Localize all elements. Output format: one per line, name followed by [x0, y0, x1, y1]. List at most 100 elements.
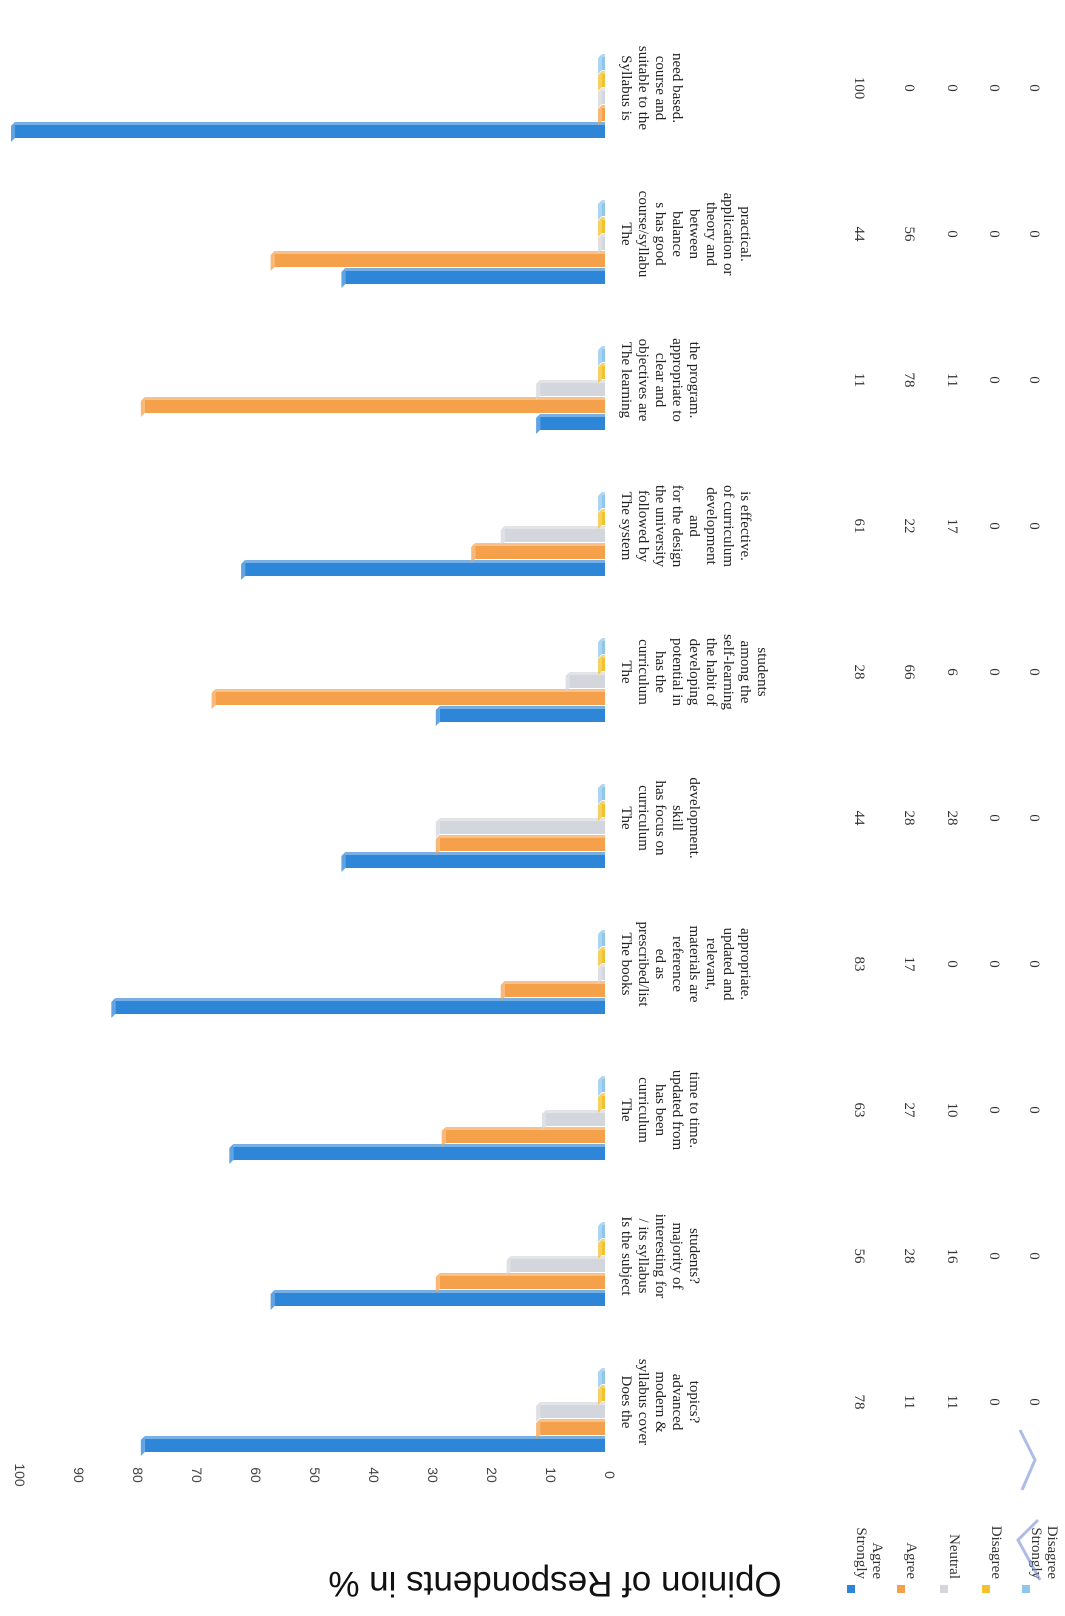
- bar: [598, 363, 605, 383]
- y-tick-label: 60: [248, 1467, 264, 1483]
- table-value: 11: [901, 1395, 917, 1409]
- y-tick-label: 40: [366, 1467, 382, 1483]
- table-value: 44: [851, 811, 867, 827]
- y-tick-label: 10: [543, 1467, 559, 1483]
- category-label: Thecurriculumhas beenupdated fromtime to…: [618, 1070, 702, 1151]
- y-tick-label: 50: [307, 1467, 323, 1483]
- bar: [270, 1290, 605, 1310]
- bar: [435, 835, 605, 855]
- table-value: 63: [851, 1103, 867, 1118]
- bar: [598, 54, 605, 74]
- table-value: 0: [986, 668, 1002, 676]
- table-value: 0: [986, 1252, 1002, 1260]
- bar: [565, 672, 605, 692]
- table-value: 0: [1026, 522, 1042, 530]
- legend: StronglyAgree Agree Neutral Disagree Strongl…: [847, 1526, 1060, 1593]
- table-value: 0: [986, 522, 1002, 530]
- category-label: Thecourse/syllabus has goodbalancebetwee…: [618, 191, 753, 278]
- y-tick-label: 0: [602, 1471, 618, 1479]
- table-value: 0: [1026, 230, 1042, 238]
- bar: [598, 88, 605, 108]
- legend-item: StronglyAgree: [847, 1527, 885, 1593]
- bar: [598, 1385, 605, 1405]
- table-value: 27: [901, 1103, 917, 1119]
- bar: [598, 492, 605, 512]
- bar: [536, 1402, 605, 1422]
- bar: [435, 1273, 605, 1293]
- table-value: 83: [851, 957, 867, 972]
- table-value: 0: [986, 1398, 1002, 1406]
- bar: [598, 1093, 605, 1113]
- table-value: 0: [986, 376, 1002, 384]
- table-value: 0: [986, 84, 1002, 92]
- legend-item: Neutral: [940, 1534, 962, 1593]
- bar: [435, 706, 605, 726]
- table-value: 100: [851, 77, 867, 100]
- table-value: 78: [851, 1395, 867, 1410]
- table-value: 0: [1026, 1106, 1042, 1114]
- y-tick-label: 20: [484, 1467, 500, 1483]
- table-value: 11: [851, 373, 867, 387]
- bar: [598, 1222, 605, 1242]
- y-axis-label: Opinion of Respondents in %: [328, 1564, 781, 1603]
- y-tick-label: 80: [130, 1467, 146, 1483]
- y-tick-label: 100: [12, 1463, 28, 1487]
- bar: [441, 1127, 605, 1147]
- y-tick-label: 90: [71, 1467, 87, 1483]
- legend-item: Disagree: [982, 1526, 1004, 1593]
- table-value: 0: [986, 1106, 1002, 1114]
- bar: [542, 1110, 605, 1130]
- category-label: Does thesyllabus covermodern &advancedto…: [618, 1359, 702, 1445]
- bar: [500, 981, 605, 1001]
- table-value: 0: [1026, 668, 1042, 676]
- table-value: 0: [986, 814, 1002, 822]
- y-axis-ticks: 0 10 20 30 40 50 60 70 80 90 100: [12, 1463, 618, 1487]
- bar: [598, 801, 605, 821]
- legend-item: Agree: [897, 1542, 919, 1593]
- y-tick-label: 30: [425, 1467, 441, 1483]
- table-value: 16: [944, 1249, 960, 1265]
- bar: [598, 105, 605, 125]
- bar: [435, 818, 605, 838]
- bar: [140, 1436, 606, 1456]
- table-value: 0: [944, 230, 960, 238]
- y-tick-label: 70: [189, 1467, 205, 1483]
- bar: [471, 543, 605, 563]
- bar: [598, 217, 605, 237]
- svg-text:Disagree: Disagree: [988, 1526, 1004, 1580]
- bar: [229, 1144, 606, 1164]
- table-value: 44: [851, 227, 867, 243]
- table-value: 11: [944, 1395, 960, 1409]
- bar: [111, 998, 606, 1018]
- bar: [598, 71, 605, 91]
- category-labels: Syllabus issuitable to thecourse andneed…: [618, 46, 770, 1445]
- bar: [341, 268, 605, 288]
- table-value: 56: [901, 227, 917, 243]
- bar: [598, 947, 605, 967]
- table-value: 0: [986, 230, 1002, 238]
- table-value: 6: [944, 668, 960, 676]
- table-value: 28: [901, 1249, 917, 1264]
- bar: [598, 1239, 605, 1259]
- table-value: 0: [944, 960, 960, 968]
- table-value: 0: [1026, 960, 1042, 968]
- table-value: 0: [1026, 1398, 1042, 1406]
- bar: [598, 784, 605, 804]
- table-value: 78: [901, 373, 917, 388]
- bar: [536, 414, 605, 434]
- bar: [598, 1368, 605, 1388]
- category-label: The learningobjectives areclear andappro…: [618, 338, 702, 422]
- svg-text:StronglyAgree: StronglyAgree: [853, 1527, 885, 1579]
- bar: [270, 251, 605, 271]
- table-value: 0: [986, 960, 1002, 968]
- table-value: 0: [901, 84, 917, 92]
- table-value: 11: [944, 373, 960, 387]
- category-label: The systemfollowed bythe universityfor t…: [618, 485, 753, 568]
- bar: [598, 234, 605, 254]
- category-label: Thecurriculumhas focus onskilldevelopmen…: [618, 777, 702, 858]
- bar: [506, 1256, 605, 1276]
- table-value: 0: [944, 84, 960, 92]
- table-value: 0: [1026, 1252, 1042, 1260]
- table-value: 56: [851, 1249, 867, 1265]
